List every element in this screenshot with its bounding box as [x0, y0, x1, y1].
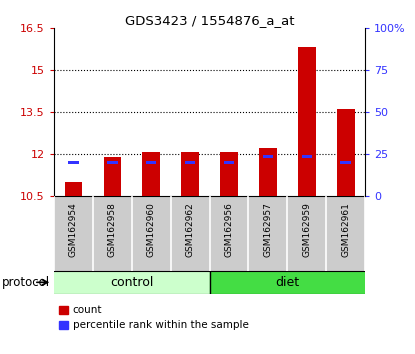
- Bar: [185, 161, 195, 164]
- Text: GSM162959: GSM162959: [303, 202, 311, 257]
- Bar: [104, 157, 121, 196]
- Text: GSM162961: GSM162961: [341, 202, 350, 257]
- Bar: [107, 161, 117, 164]
- Legend: count, percentile rank within the sample: count, percentile rank within the sample: [55, 301, 253, 335]
- Text: GSM162958: GSM162958: [108, 202, 117, 257]
- Bar: [146, 161, 156, 164]
- Bar: [298, 47, 315, 196]
- Bar: [220, 152, 238, 196]
- Bar: [337, 109, 354, 196]
- Text: GSM162956: GSM162956: [225, 202, 234, 257]
- Bar: [302, 155, 312, 158]
- Text: GSM162957: GSM162957: [264, 202, 272, 257]
- Bar: [263, 155, 273, 158]
- Bar: [210, 271, 365, 294]
- Bar: [340, 161, 351, 164]
- Bar: [224, 161, 234, 164]
- Text: control: control: [110, 276, 154, 289]
- Text: diet: diet: [275, 276, 300, 289]
- Bar: [259, 148, 277, 196]
- Text: protocol: protocol: [2, 276, 50, 289]
- Text: GSM162954: GSM162954: [69, 202, 78, 257]
- Text: GSM162962: GSM162962: [186, 202, 195, 257]
- Bar: [181, 152, 199, 196]
- Bar: [54, 271, 210, 294]
- Text: GSM162960: GSM162960: [147, 202, 156, 257]
- Bar: [65, 182, 82, 196]
- Bar: [68, 161, 79, 164]
- Title: GDS3423 / 1554876_a_at: GDS3423 / 1554876_a_at: [125, 14, 294, 27]
- Bar: [142, 152, 160, 196]
